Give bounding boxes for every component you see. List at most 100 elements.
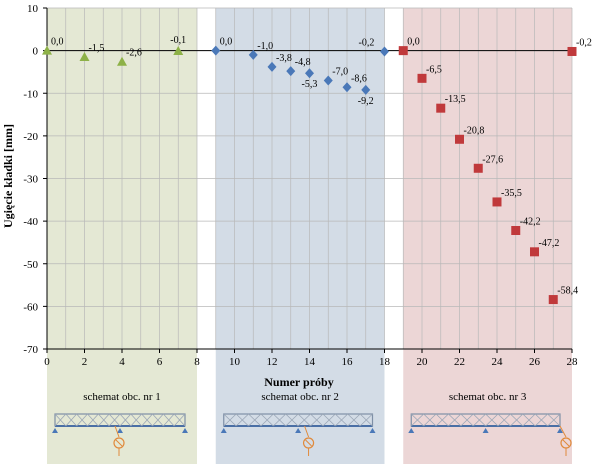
support-icon bbox=[369, 428, 376, 433]
y-tick-label: -60 bbox=[23, 301, 38, 313]
data-label: -0,2 bbox=[576, 37, 592, 48]
x-tick-label: 20 bbox=[417, 356, 429, 368]
scheme-label-1: schemat obc. nr 1 bbox=[83, 391, 161, 403]
data-points bbox=[42, 45, 577, 305]
data-label: -4,8 bbox=[295, 57, 311, 68]
data-label: -2,6 bbox=[126, 48, 142, 59]
data-label: -3,8 bbox=[276, 53, 292, 64]
truss-diagonal bbox=[87, 413, 99, 427]
truss-diagonal bbox=[65, 413, 77, 427]
scheme-label-2: schemat obc. nr 2 bbox=[261, 391, 339, 403]
support-icon bbox=[52, 428, 58, 433]
truss-diagonal bbox=[163, 413, 175, 427]
truss-diagonal bbox=[347, 413, 361, 427]
support-icon bbox=[182, 428, 188, 433]
diamond-point bbox=[323, 75, 333, 86]
truss-diagonal bbox=[173, 413, 186, 427]
data-label: -7,0 bbox=[332, 66, 348, 77]
truss-diagonal bbox=[322, 413, 336, 427]
square-point bbox=[492, 197, 502, 207]
data-label: -35,5 bbox=[501, 188, 522, 199]
data-label: -42,2 bbox=[520, 217, 541, 228]
truss-diagonal bbox=[76, 413, 88, 427]
data-label: -9,2 bbox=[358, 96, 374, 107]
truss-diagonal bbox=[335, 413, 348, 427]
load-gauge-needle bbox=[305, 439, 312, 447]
x-tick-label: 0 bbox=[44, 356, 50, 368]
x-tick-label: 28 bbox=[567, 356, 579, 368]
truss-diagonal bbox=[497, 413, 511, 427]
data-label: 0,0 bbox=[51, 37, 64, 48]
data-label: -13,5 bbox=[445, 94, 466, 105]
y-tick-label: 0 bbox=[33, 46, 39, 58]
support-icon bbox=[295, 428, 302, 433]
data-label: -1,0 bbox=[257, 41, 273, 52]
x-tick-label: 16 bbox=[342, 356, 354, 368]
support-icon bbox=[220, 428, 227, 433]
truss-diagonal bbox=[248, 413, 262, 427]
tick-labels: 100-10-20-30-40-50-60-700 2 4 6 8 10 12 14 16 18 2… bbox=[23, 3, 578, 368]
y-tick-label: -30 bbox=[23, 174, 38, 186]
square-point bbox=[567, 46, 577, 56]
x-axis-title: Numer próby bbox=[264, 375, 333, 389]
data-labels: 0,0 -1,5 -2,6 -0,1 0,0 -1,0-3,8 -4,8 -5,3 -7,0-8… bbox=[51, 35, 592, 297]
square-point bbox=[398, 46, 408, 56]
triangle-point bbox=[42, 45, 52, 55]
data-label: -47,2 bbox=[539, 238, 560, 249]
support-icon bbox=[557, 428, 563, 433]
region-band-3 bbox=[403, 8, 572, 464]
truss-diagonal bbox=[223, 413, 237, 427]
x-tick-label: 8 bbox=[194, 356, 200, 368]
support-icon bbox=[408, 428, 415, 433]
x-tick-label: 6 bbox=[157, 356, 163, 368]
square-point bbox=[548, 295, 558, 305]
truss-diagonal bbox=[141, 413, 153, 427]
truss-diagonal bbox=[285, 413, 299, 427]
x-tick-label: 4 bbox=[119, 356, 125, 368]
truss-diagonal bbox=[534, 413, 548, 427]
truss-diagonal bbox=[472, 413, 486, 427]
truss-diagonal bbox=[485, 413, 499, 427]
data-label: -8,6 bbox=[351, 73, 367, 84]
scheme-label-3: schemat obc. nr 3 bbox=[449, 391, 527, 403]
truss-diagonal bbox=[448, 413, 462, 427]
truss-diagonal bbox=[310, 413, 324, 427]
load-gauge-needle bbox=[562, 439, 570, 447]
x-tick-label: 22 bbox=[454, 356, 465, 368]
region-band-2 bbox=[215, 8, 385, 464]
truss-diagonal bbox=[54, 413, 67, 427]
square-point bbox=[530, 247, 539, 257]
truss-diagonal bbox=[260, 413, 274, 427]
load-schemes: schemat obc. nr 1 schemat obc. nr 2 schema… bbox=[52, 391, 572, 456]
truss-diagonal bbox=[435, 413, 449, 427]
y-tick-label: -20 bbox=[23, 131, 38, 143]
load-gauge-needle bbox=[115, 439, 123, 447]
diamond-point bbox=[211, 45, 221, 56]
truss-sketch-1 bbox=[52, 413, 188, 456]
diamond-point bbox=[267, 61, 277, 72]
triangle-point bbox=[79, 52, 90, 62]
data-label: 0,0 bbox=[407, 37, 420, 48]
x-tick-label: 18 bbox=[379, 356, 391, 368]
truss-diagonal bbox=[423, 413, 437, 427]
truss-diagonal bbox=[130, 413, 142, 427]
y-axis-title: Ugięcie kładki [mm] bbox=[1, 124, 15, 228]
truss-sketch-2 bbox=[220, 413, 376, 456]
data-label: -0,1 bbox=[170, 35, 186, 46]
truss-diagonal bbox=[98, 413, 110, 427]
x-tick-label: 2 bbox=[82, 356, 88, 368]
truss-diagonal bbox=[235, 413, 249, 427]
square-point bbox=[511, 226, 521, 236]
data-label: -1,5 bbox=[89, 43, 105, 54]
data-label: -0,2 bbox=[359, 37, 375, 48]
data-label: -6,5 bbox=[426, 64, 442, 75]
data-label: -27,6 bbox=[482, 154, 503, 165]
truss-diagonal bbox=[108, 413, 121, 427]
load-line bbox=[559, 425, 567, 438]
load-line bbox=[304, 425, 310, 438]
truss-diagonal bbox=[152, 413, 164, 427]
support-icon bbox=[482, 428, 489, 433]
y-tick-label: 10 bbox=[27, 3, 39, 15]
load-line bbox=[114, 425, 120, 438]
truss-diagonal bbox=[273, 413, 287, 427]
